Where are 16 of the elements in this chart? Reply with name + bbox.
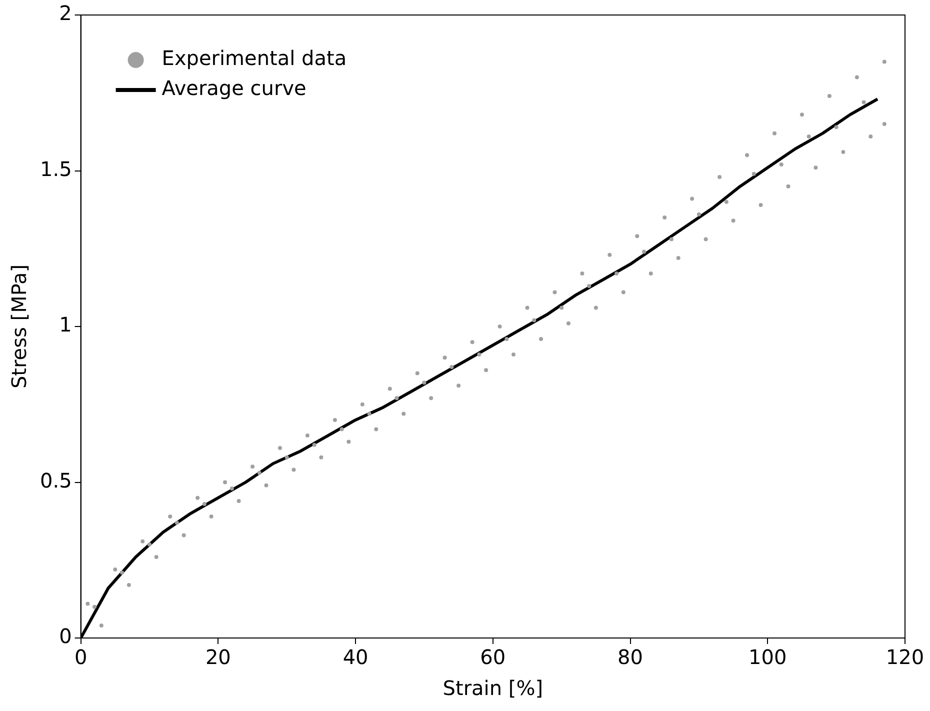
x-axis-title: Strain [%] [442, 676, 544, 700]
y-axis-title: Stress [MPa] [7, 264, 32, 389]
y-tick-label: 0 [59, 624, 72, 648]
x-tick-label: 20 [205, 645, 231, 670]
y-tick-label: 2 [59, 1, 72, 26]
x-tick-label: 100 [748, 645, 787, 670]
y-tick-label: 0.5 [40, 468, 72, 492]
x-tick-label: 40 [342, 645, 368, 670]
y-tick-label: 1 [59, 312, 72, 337]
x-tick-label: 0 [74, 645, 88, 670]
legend-label: Experimental data [162, 46, 347, 70]
x-tick-label: 120 [886, 645, 924, 670]
y-tick-label: 1.5 [40, 156, 72, 181]
x-tick-label: 60 [480, 645, 506, 670]
legend-label: Average curve [162, 76, 306, 100]
x-tick-label: 80 [618, 645, 643, 670]
